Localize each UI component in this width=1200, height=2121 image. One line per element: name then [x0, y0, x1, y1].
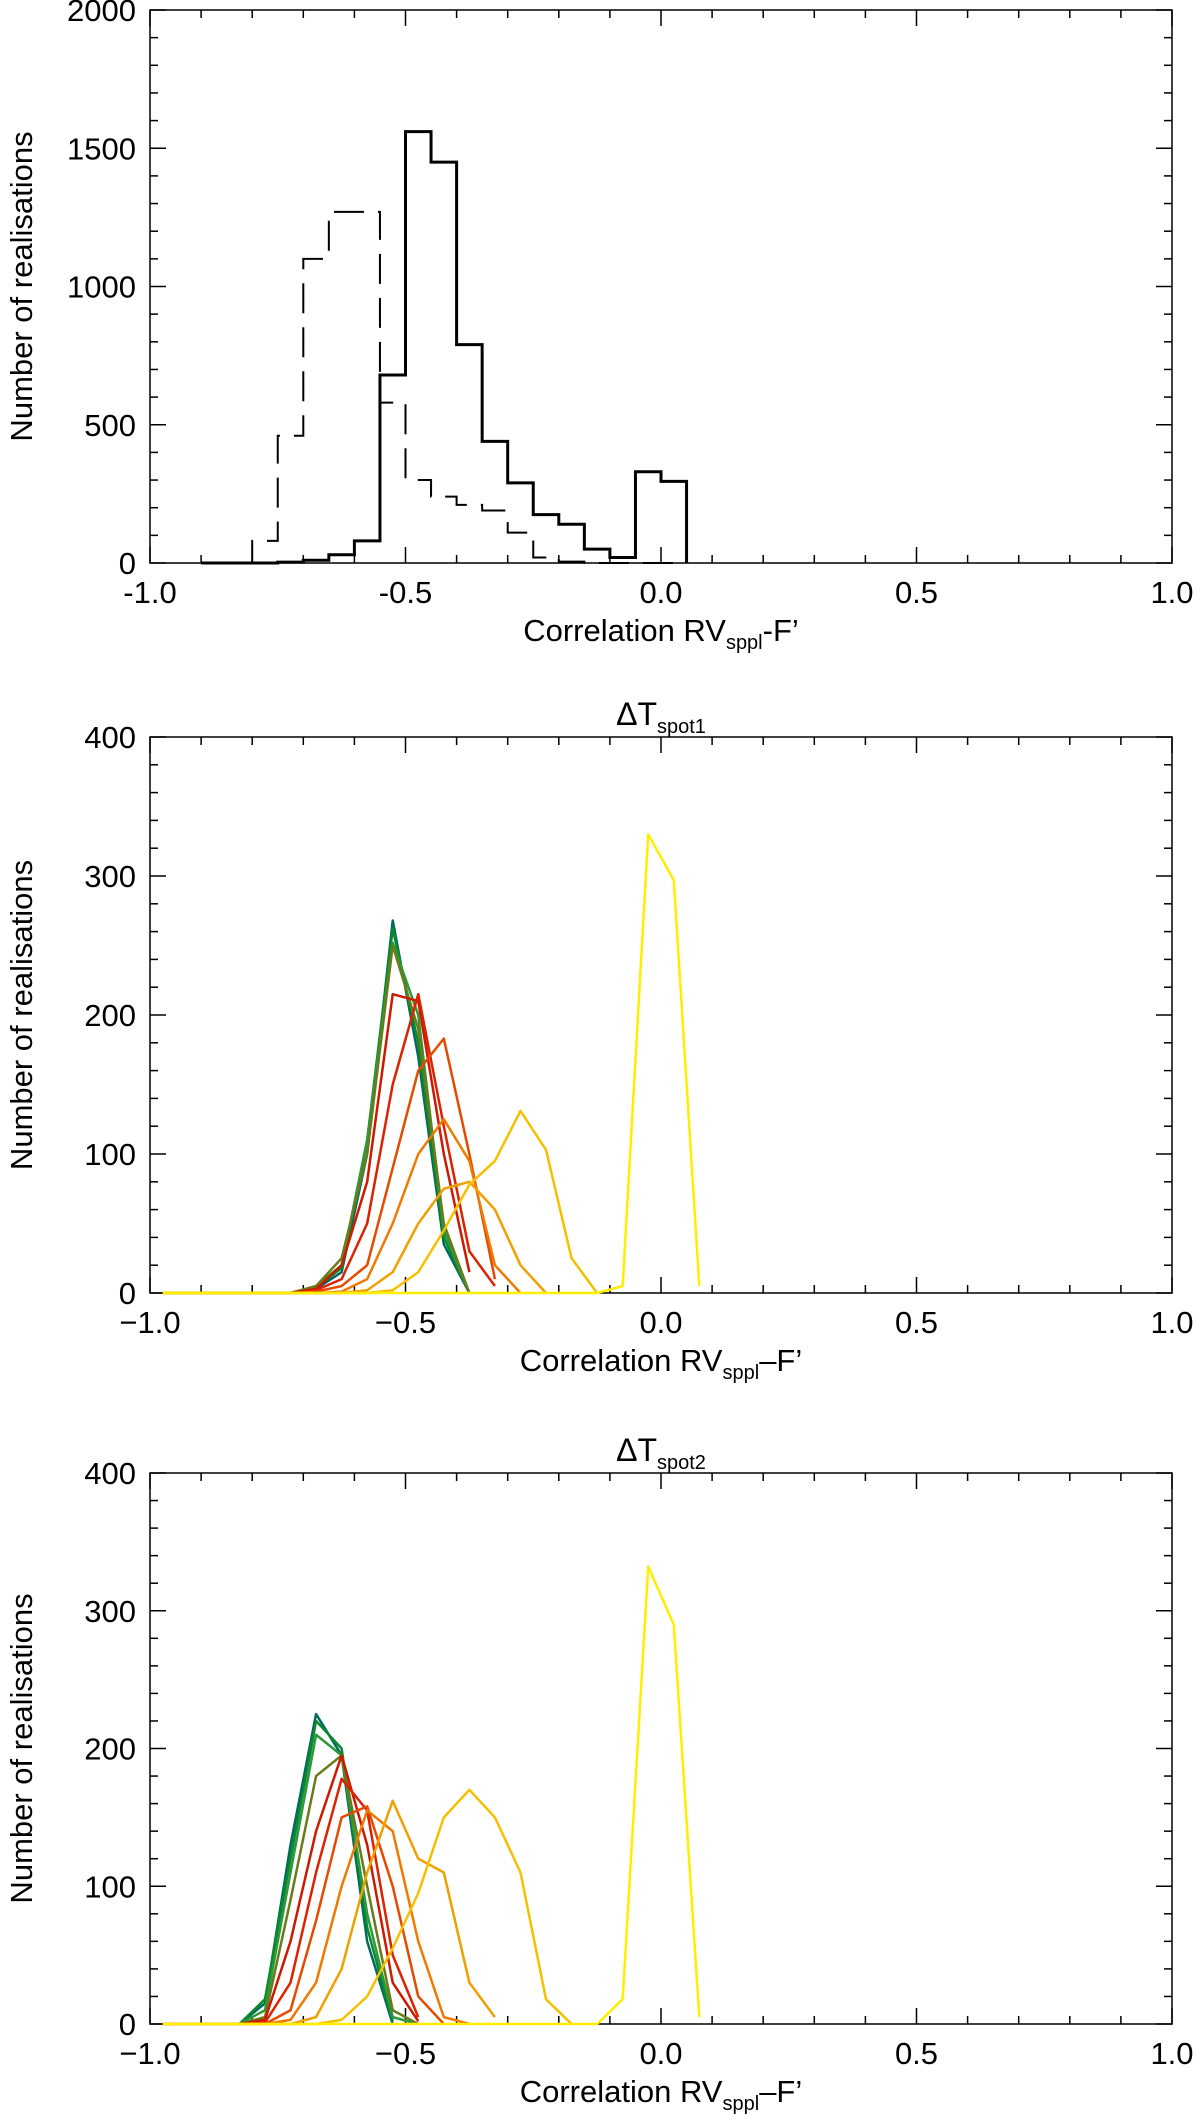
- series-line-5: [162, 992, 471, 1295]
- x-tick-label: 0.5: [895, 2036, 938, 2071]
- series-line-1: [162, 919, 471, 1295]
- x-tick-label: 0.5: [895, 575, 938, 610]
- y-tick-label: 200: [84, 998, 136, 1033]
- x-axis-title-subscript: sppl: [722, 2093, 759, 2115]
- y-tick-label: 100: [84, 1137, 136, 1172]
- x-tick-label: −0.5: [375, 1305, 436, 1340]
- x-tick-label: 0.0: [639, 2036, 682, 2071]
- y-tick-label: 0: [119, 2007, 136, 2042]
- y-tick-label: 1500: [67, 131, 136, 166]
- series-line-11: [162, 833, 701, 1295]
- y-tick-label: 100: [84, 1869, 136, 1904]
- x-tick-label: -0.5: [379, 575, 432, 610]
- chart-panel-1: -1.0 -0.5 0.0 0.5 1.0 2000 1500 1000 500 0 Number …: [4, 0, 1194, 654]
- panel-title-subscript: spot2: [657, 1452, 706, 1474]
- x-tick-label: 0.0: [639, 575, 682, 610]
- x-axis-title-tail: -F’: [763, 613, 799, 648]
- y-axis-title: Number of realisations: [4, 860, 39, 1170]
- panel-title: ΔTspot1: [616, 696, 706, 738]
- x-tick-label: 1.0: [1150, 1305, 1193, 1340]
- panel-title-subscript: spot1: [657, 716, 706, 738]
- y-tick-label: 0: [119, 546, 136, 581]
- x-axis-title: Correlation RVsppl–F’: [520, 2074, 803, 2115]
- y-tick-label: 500: [84, 408, 136, 443]
- plot-frame: [149, 1472, 1173, 2025]
- x-axis-title-main: Correlation RV: [520, 2074, 723, 2109]
- x-tick-label: −0.5: [375, 2036, 436, 2071]
- y-tick-label: 400: [84, 720, 136, 755]
- y-tick-label: 400: [84, 1456, 136, 1491]
- series-line-dashed: [201, 210, 687, 564]
- series-line-3: [162, 941, 471, 1295]
- panel-title: ΔTspot2: [616, 1432, 706, 1474]
- y-axis-title: Number of realisations: [4, 131, 39, 441]
- y-tick-label: 2000: [67, 0, 136, 28]
- panel-title-main: ΔT: [616, 696, 657, 732]
- plot-frame: [149, 736, 1173, 1294]
- x-axis-title-main: Correlation RV: [523, 613, 726, 648]
- x-tick-label: -1.0: [123, 575, 176, 610]
- x-axis-title-tail: –F’: [759, 1343, 802, 1378]
- y-tick-label: 300: [84, 859, 136, 894]
- series-line-4: [162, 944, 471, 1295]
- x-tick-label: 0.0: [639, 1305, 682, 1340]
- y-tick-label: 300: [84, 1594, 136, 1629]
- x-tick-label: −1.0: [119, 2036, 180, 2071]
- x-axis-title: Correlation RVsppl–F’: [520, 1343, 803, 1384]
- y-tick-label: 1000: [67, 270, 136, 305]
- x-tick-label: 1.0: [1150, 575, 1193, 610]
- y-tick-label: 0: [119, 1276, 136, 1311]
- chart-panel-3: −1.0 −0.5 0.0 0.5 1.0 400 300 200 100 0 Number of …: [4, 1432, 1194, 2115]
- x-tick-label: −1.0: [119, 1305, 180, 1340]
- series-line-solid: [201, 130, 689, 565]
- series-line-9: [162, 1799, 496, 2026]
- series-line-10: [162, 1109, 599, 1295]
- x-axis-title-subscript: sppl: [726, 632, 763, 654]
- chart-panel-2: −1.0 −0.5 0.0 0.5 1.0 400 300 200 100 0 Number of …: [4, 696, 1194, 1384]
- series-line-2: [162, 927, 471, 1295]
- x-axis-title-main: Correlation RV: [520, 1343, 723, 1378]
- panel-title-main: ΔT: [616, 1432, 657, 1468]
- x-axis-title-subscript: sppl: [722, 1362, 759, 1384]
- x-tick-label: 1.0: [1150, 2036, 1193, 2071]
- series-line-11: [162, 1565, 701, 2026]
- x-axis-title: Correlation RVsppl-F’: [523, 613, 799, 654]
- y-axis-title: Number of realisations: [4, 1593, 39, 1903]
- x-axis-title-tail: –F’: [759, 2074, 802, 2109]
- y-tick-label: 200: [84, 1732, 136, 1767]
- x-tick-label: 0.5: [895, 1305, 938, 1340]
